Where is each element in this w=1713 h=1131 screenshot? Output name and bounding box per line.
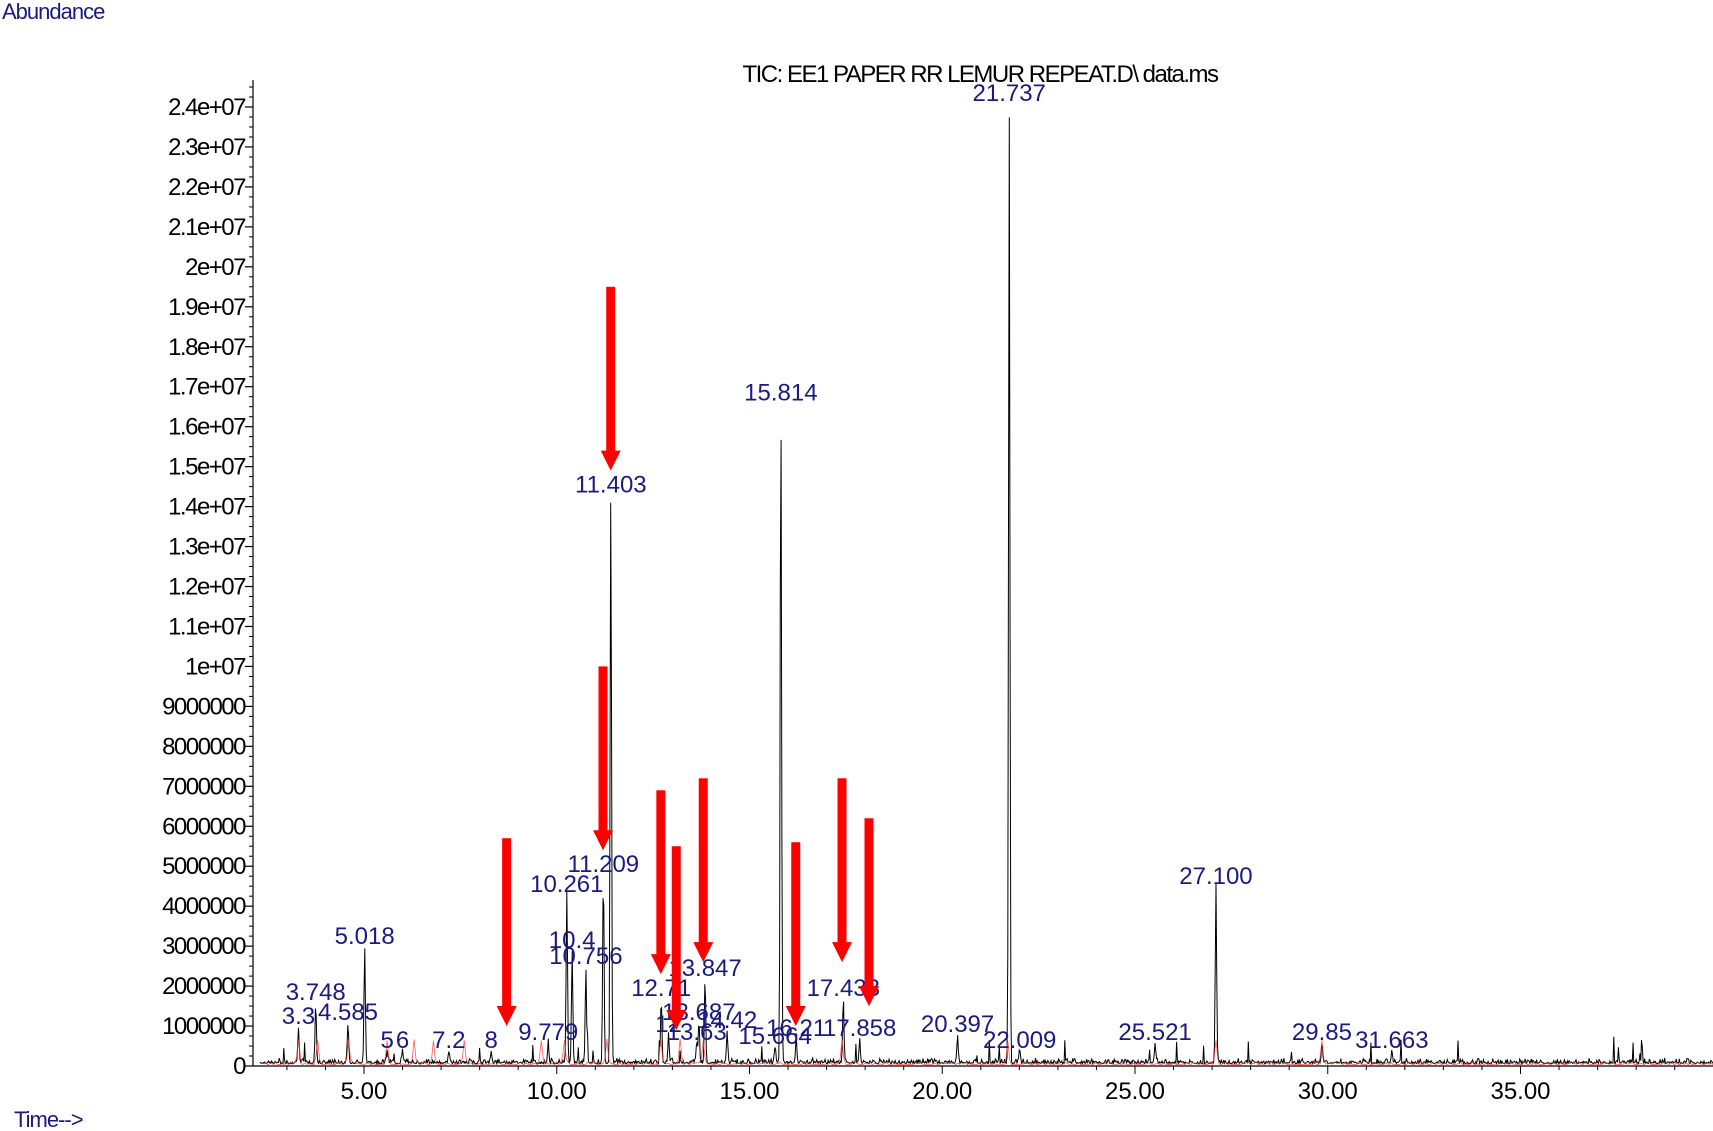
x-axis-title: Time--> <box>14 1107 83 1131</box>
arrow-shaft <box>698 778 708 945</box>
y-tick-label: 1.8e+07 <box>168 334 246 361</box>
peak-label: 21.737 <box>973 80 1046 107</box>
peak-label: 11.209 <box>568 851 640 878</box>
peak-label: 11.403 <box>575 472 647 499</box>
y-tick-label: 1.3e+07 <box>168 534 246 561</box>
peak-label: 10.756 <box>549 943 622 970</box>
tic-line <box>259 117 1713 1066</box>
y-tick-label: 6000000 <box>162 813 246 840</box>
x-tick-label: 25.00 <box>1105 1078 1165 1105</box>
y-tick-label: 1.4e+07 <box>168 494 246 521</box>
y-tick-label: 5000000 <box>162 853 246 880</box>
peak-label: 22.009 <box>983 1027 1056 1054</box>
arrow-head <box>496 1006 517 1027</box>
y-tick-label: 1000000 <box>162 1013 246 1040</box>
peak-label: 27.100 <box>1179 863 1252 890</box>
peak-label: 9.779 <box>518 1019 578 1046</box>
arrow-head <box>650 954 671 975</box>
peak-label: 15.664 <box>738 1023 811 1050</box>
peak-label: 12.71 <box>631 975 691 1002</box>
peak-label: 10.4 <box>549 927 596 954</box>
chart-title: TIC: EE1 PAPER RR LEMUR REPEAT.D\ data.m… <box>742 61 1219 88</box>
peak-label: 10.261 <box>530 871 603 898</box>
peak-label: 5.018 <box>335 923 395 950</box>
x-tick-label: 30.00 <box>1298 1078 1358 1105</box>
peak-label: 17.858 <box>823 1015 896 1042</box>
y-tick-label: 2.1e+07 <box>168 214 246 241</box>
highlight-arrow <box>650 790 671 975</box>
tic-trace <box>259 117 1713 1066</box>
arrow-shaft <box>598 666 608 833</box>
y-tick-label: 2.4e+07 <box>168 94 246 121</box>
y-tick-label: 1e+07 <box>185 653 246 680</box>
x-tick-label: 15.00 <box>719 1078 779 1105</box>
arrow-head <box>832 942 853 963</box>
arrow-head <box>593 830 614 851</box>
y-tick-label: 1.7e+07 <box>168 374 246 401</box>
y-tick-label: 4000000 <box>162 893 246 920</box>
y-tick-label: 3000000 <box>162 933 246 960</box>
arrow-head <box>859 986 880 1007</box>
y-tick-label: 2.2e+07 <box>168 174 246 201</box>
axes: 0 1000000 2000000 3000000 4000000 5000000 6000… <box>162 80 1713 1105</box>
peak-label: 4.585 <box>318 999 378 1026</box>
y-axis-title: Abundance <box>2 0 105 24</box>
arrow-shaft <box>864 818 874 989</box>
arrow-head <box>600 450 621 471</box>
y-tick-label: 2.3e+07 <box>168 134 246 161</box>
peak-label: 25.521 <box>1118 1019 1191 1046</box>
y-tick-label: 2e+07 <box>185 254 246 281</box>
x-tick-label: 5.00 <box>341 1078 388 1105</box>
overlay-trace-line <box>263 1038 1713 1066</box>
highlight-arrow <box>859 818 880 1007</box>
highlight-arrow <box>832 778 853 963</box>
y-tick-label: 9000000 <box>162 693 246 720</box>
arrow-shaft <box>791 842 801 1009</box>
y-tick-label: 8000000 <box>162 733 246 760</box>
highlight-arrow <box>666 846 687 1031</box>
arrow-shaft <box>671 846 681 1013</box>
peak-label: 14.42 <box>697 1007 757 1034</box>
y-tick-label: 7000000 <box>162 773 246 800</box>
peak-label: 5 <box>380 1027 393 1054</box>
y-tick-label: 1.6e+07 <box>168 414 246 441</box>
x-tick-label: 20.00 <box>912 1078 972 1105</box>
y-tick-label: 1.5e+07 <box>168 454 246 481</box>
y-tick-label: 2000000 <box>162 973 246 1000</box>
peak-label: 20.397 <box>921 1011 994 1038</box>
arrow-shaft <box>837 778 847 945</box>
highlight-arrow <box>496 838 517 1027</box>
peak-label: 15.814 <box>744 380 817 407</box>
peak-label: 6 <box>396 1027 409 1054</box>
y-tick-label: 1.9e+07 <box>168 294 246 321</box>
arrow-head <box>666 1010 687 1031</box>
y-tick-label: 1.2e+07 <box>168 574 246 601</box>
arrow-head <box>785 1006 806 1027</box>
arrow-shaft <box>656 790 666 957</box>
peak-label: 3.748 <box>286 979 346 1006</box>
arrow-shaft <box>606 286 616 453</box>
peak-label: 8 <box>485 1027 498 1054</box>
y-tick-label: 0 <box>233 1053 246 1080</box>
peak-label: 29.85 <box>1292 1019 1352 1046</box>
x-tick-label: 35.00 <box>1490 1078 1550 1105</box>
highlight-arrow <box>593 666 614 851</box>
peak-label: 7.2 <box>432 1027 465 1054</box>
highlight-arrows <box>496 286 880 1031</box>
arrow-shaft <box>502 838 512 1009</box>
highlight-arrow <box>693 778 714 963</box>
y-tick-label: 1.1e+07 <box>168 613 246 640</box>
peak-label: 3.3 <box>282 1003 315 1030</box>
arrow-head <box>693 942 714 963</box>
highlight-arrow <box>785 842 806 1027</box>
highlight-arrow <box>600 286 621 471</box>
x-tick-label: 10.00 <box>527 1078 587 1105</box>
peak-label: 31.663 <box>1355 1027 1428 1054</box>
